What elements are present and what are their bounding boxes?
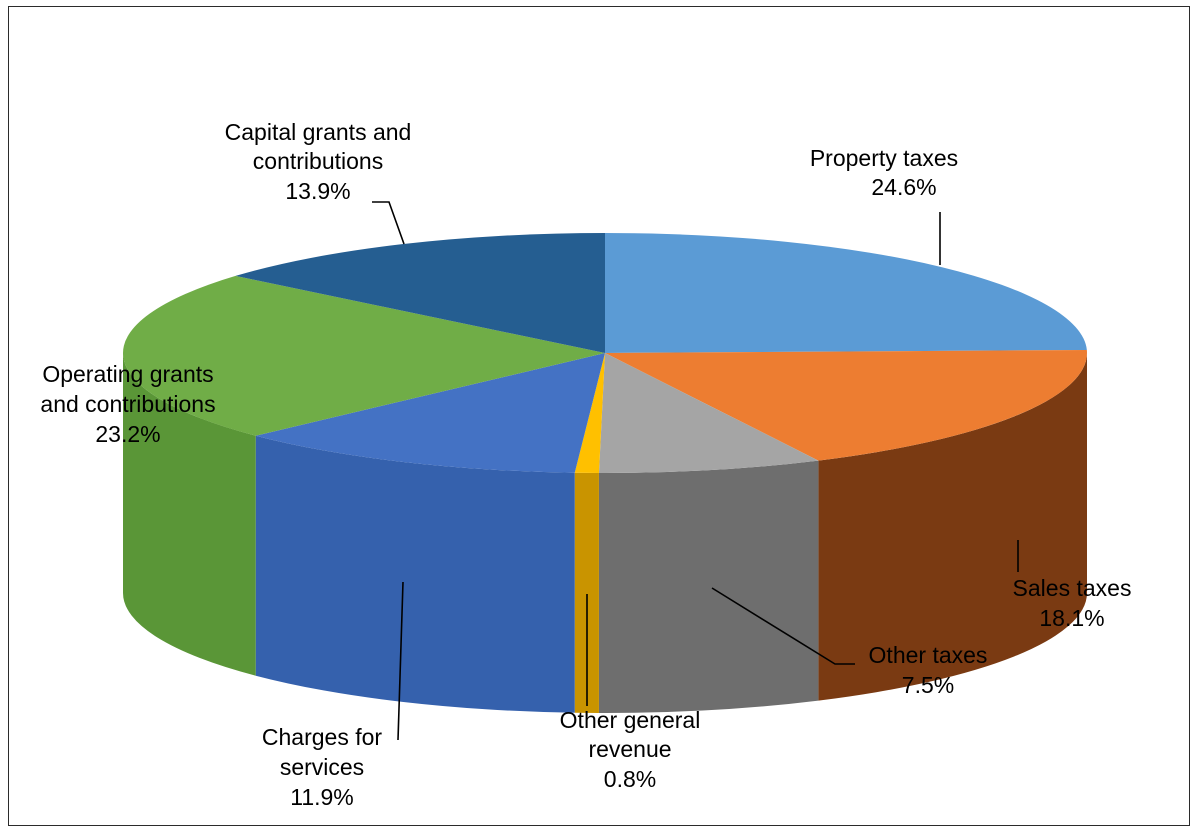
slice-side-operating-grants-and-contributions — [123, 353, 256, 676]
label-other-taxes: Other taxes 7.5% — [869, 642, 988, 698]
slice-label-name: and contributions — [40, 391, 215, 417]
slice-label-value: 13.9% — [285, 178, 350, 204]
label-sales-taxes: Sales taxes 18.1% — [1013, 575, 1132, 631]
slice-other-taxes — [598, 353, 819, 474]
label-capital-grants: Capital grants and contributions 13.9% — [225, 119, 412, 204]
leader-other-taxes — [711, 587, 855, 665]
slice-label-name: contributions — [253, 148, 383, 174]
slice-label-name: Other general — [560, 707, 701, 733]
label-property-taxes: Property taxes 24.6% — [810, 145, 958, 200]
slice-charges-for-services — [255, 353, 605, 473]
slice-label-name: revenue — [588, 736, 671, 762]
slice-label-value: 0.8% — [604, 766, 656, 792]
slice-label-name: Operating grants — [42, 361, 213, 387]
slice-label-name: Property taxes — [810, 145, 958, 171]
slice-side-charges-for-services — [255, 435, 575, 713]
slice-label-value: 24.6% — [871, 174, 936, 200]
slice-side-other-taxes — [598, 460, 819, 714]
leader-charges-for-services — [397, 581, 404, 741]
pie-tops — [122, 233, 1087, 474]
slice-capital-grants-and-contributions — [235, 233, 606, 353]
slice-label-name: services — [280, 754, 364, 780]
label-other-general-revenue: Other general revenue 0.8% — [560, 707, 701, 792]
slice-side-sales-taxes — [818, 353, 1087, 701]
leader-capital-grants — [372, 201, 405, 245]
slice-label-name: Capital grants and — [225, 119, 412, 145]
slice-label-name: Other taxes — [869, 642, 988, 668]
slice-label-value: 23.2% — [95, 421, 160, 447]
slice-operating-grants-and-contributions — [122, 275, 606, 436]
slice-label-value: 18.1% — [1039, 605, 1104, 631]
slice-side-other-general-revenue — [574, 472, 599, 713]
label-operating-grants: Operating grants and contributions 23.2% — [40, 361, 215, 447]
label-charges-for-services: Charges for services 11.9% — [262, 724, 383, 810]
slice-label-name: Sales taxes — [1013, 575, 1132, 601]
slice-property-taxes — [605, 233, 1087, 353]
slice-other-general-revenue — [574, 353, 605, 473]
slice-sales-taxes — [605, 349, 1087, 461]
slice-label-value: 7.5% — [902, 672, 954, 698]
pie-sides — [123, 353, 1087, 714]
slice-label-name: Charges for — [262, 724, 383, 750]
slice-label-value: 11.9% — [290, 784, 354, 810]
